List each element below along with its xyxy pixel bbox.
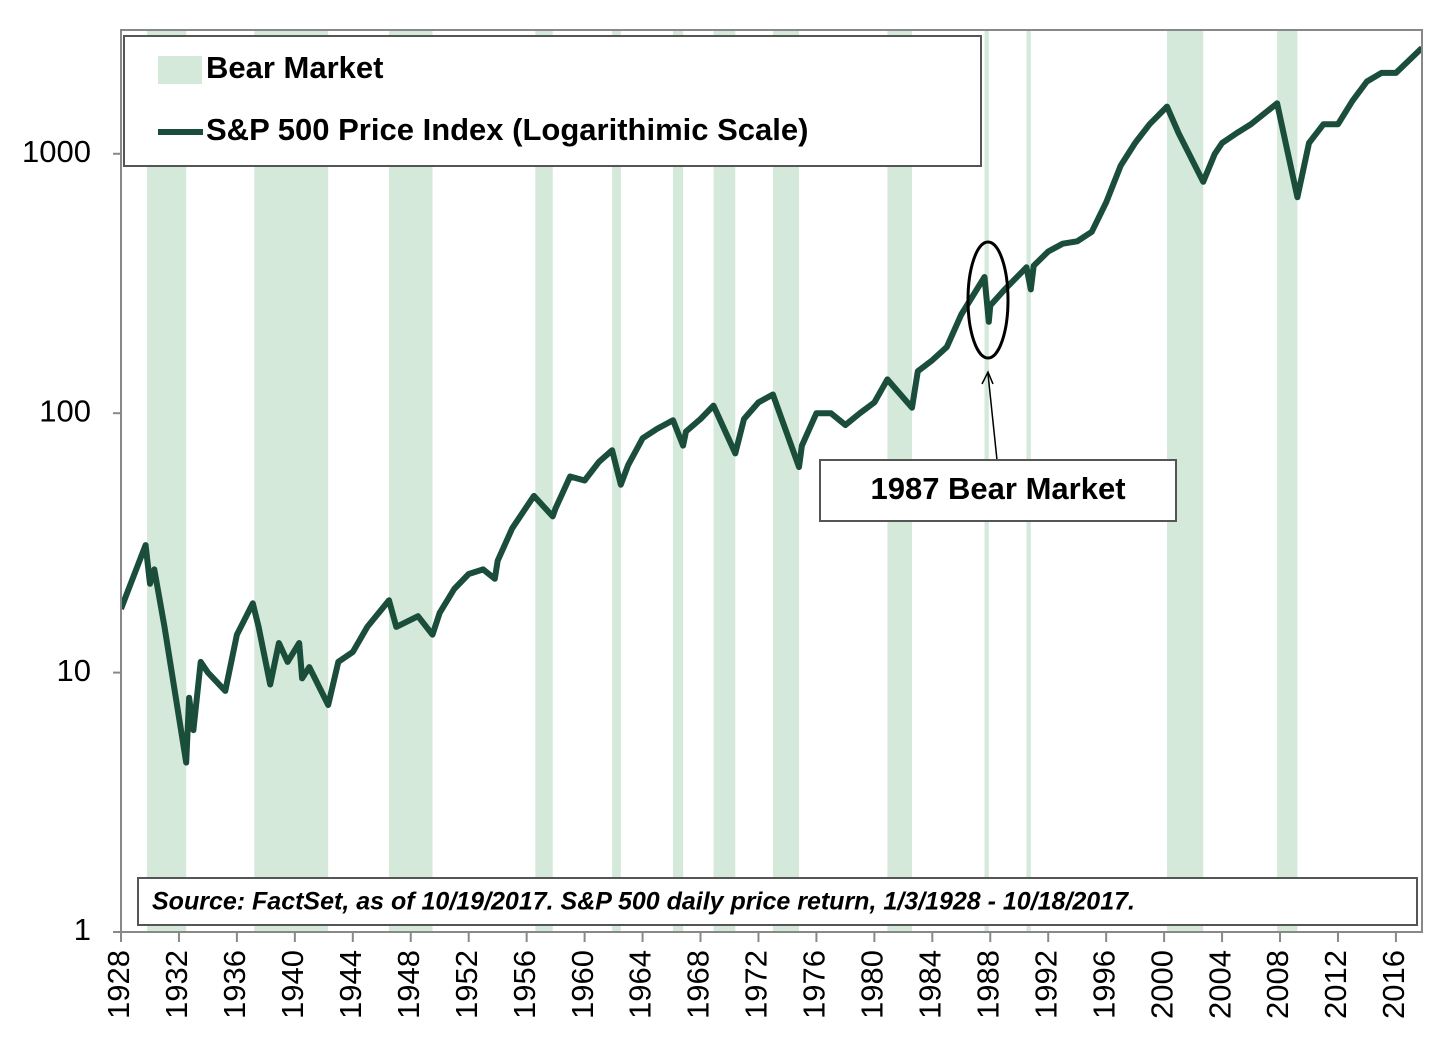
x-tick-label: 1980 xyxy=(855,950,890,1019)
x-tick-label: 1936 xyxy=(217,950,252,1019)
x-tick-label: 1956 xyxy=(507,950,542,1019)
x-tick-label: 2004 xyxy=(1202,950,1237,1019)
bear-band xyxy=(389,30,433,932)
annotation-box xyxy=(819,459,1177,522)
highlight-ellipse xyxy=(966,240,1010,360)
x-tick-label: 1932 xyxy=(159,950,194,1019)
x-tick-label: 1964 xyxy=(623,950,658,1019)
arrow xyxy=(987,373,998,461)
x-tick-label: 1944 xyxy=(333,950,368,1019)
x-tick-label: 2012 xyxy=(1318,950,1353,1019)
bear-band xyxy=(612,30,621,932)
x-tick-label: 1960 xyxy=(565,950,600,1019)
x-tick-label: 1972 xyxy=(739,950,774,1019)
ticks: 1 10 100 1000 1928 1932 1936 1940 1944 1948 1952 19… xyxy=(22,134,1411,1019)
x-tick-label: 2008 xyxy=(1260,950,1295,1019)
source-text: Source: FactSet, as of 10/19/2017. S&P 5… xyxy=(152,888,1135,916)
legend-label: S&P 500 Price Index (Logarithimic Scale) xyxy=(206,112,808,147)
annotation: 1987 Bear Market xyxy=(819,240,1177,522)
legend: Bear Market S&P 500 Price Index (Logarit… xyxy=(123,35,982,167)
bear-band xyxy=(672,30,684,932)
x-tick-label: 1968 xyxy=(681,950,716,1019)
bear-band xyxy=(772,30,800,932)
price-line xyxy=(121,45,1422,766)
bear-band xyxy=(254,30,329,932)
x-tick-label: 2016 xyxy=(1376,950,1411,1019)
y-tick-label: 100 xyxy=(39,393,91,428)
bear-band xyxy=(535,30,553,932)
x-tick-label: 1996 xyxy=(1086,950,1121,1019)
plot-frame xyxy=(120,29,1423,933)
legend-box xyxy=(123,35,982,167)
x-tick-label: 1988 xyxy=(970,950,1005,1019)
source-note: Source: FactSet, as of 10/19/2017. S&P 5… xyxy=(137,877,1418,926)
x-tick-label: 1940 xyxy=(275,950,310,1019)
x-tick-label: 1976 xyxy=(797,950,832,1019)
annotation-text: 1987 Bear Market xyxy=(870,471,1125,506)
bear-band xyxy=(147,30,187,932)
bear-band xyxy=(713,30,736,932)
arrow-head xyxy=(981,370,994,385)
x-tick-label: 1992 xyxy=(1028,950,1063,1019)
legend-label: Bear Market xyxy=(206,50,383,85)
x-tick-label: 1948 xyxy=(391,950,426,1019)
y-tick-label: 1000 xyxy=(22,134,91,169)
y-tick-label: 10 xyxy=(57,653,91,688)
lines xyxy=(121,45,1422,766)
x-tick-label: 1952 xyxy=(449,950,484,1019)
source-box xyxy=(137,877,1418,926)
y-tick-label: 1 xyxy=(74,912,91,947)
x-tick-label: 1984 xyxy=(913,950,948,1019)
legend-swatch xyxy=(158,56,202,84)
bear-band xyxy=(1277,30,1298,932)
x-tick-label: 2000 xyxy=(1144,950,1179,1019)
x-tick-label: 1928 xyxy=(101,950,136,1019)
